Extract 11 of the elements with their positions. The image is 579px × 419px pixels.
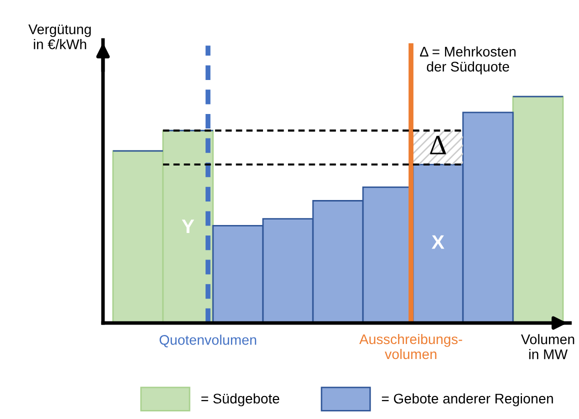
annotation: Δ <box>430 136 446 154</box>
x-axis-title: Volumen in MW <box>521 334 574 360</box>
legend-label: = Gebote anderer Regionen <box>382 393 553 406</box>
text: Δ = Mehrkosten der Südquote <box>420 46 516 74</box>
y-axis-title: Vergütung in €/kWh <box>28 24 91 50</box>
bar <box>512 96 564 323</box>
text: Ausschreibungs- volumen <box>359 334 462 360</box>
text: Quotenvolumen <box>160 334 256 348</box>
legend-label: = Südgebote <box>201 393 280 406</box>
annotation: X <box>432 235 444 249</box>
annotation: Y <box>182 220 194 233</box>
